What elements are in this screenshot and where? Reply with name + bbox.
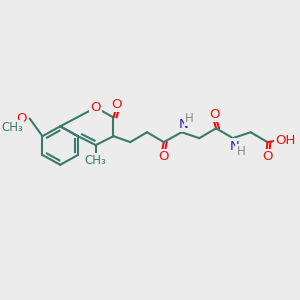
Text: OH: OH bbox=[275, 134, 296, 147]
Text: CH₃: CH₃ bbox=[1, 121, 23, 134]
Text: H: H bbox=[185, 112, 194, 125]
Text: O: O bbox=[16, 112, 27, 125]
Text: O: O bbox=[159, 150, 169, 164]
Text: N: N bbox=[230, 140, 240, 153]
Text: N: N bbox=[179, 118, 188, 131]
Text: O: O bbox=[111, 98, 122, 111]
Text: O: O bbox=[209, 108, 219, 121]
Text: O: O bbox=[91, 101, 101, 114]
Text: H: H bbox=[236, 146, 245, 158]
Text: O: O bbox=[262, 150, 273, 164]
Text: CH₃: CH₃ bbox=[85, 154, 106, 167]
